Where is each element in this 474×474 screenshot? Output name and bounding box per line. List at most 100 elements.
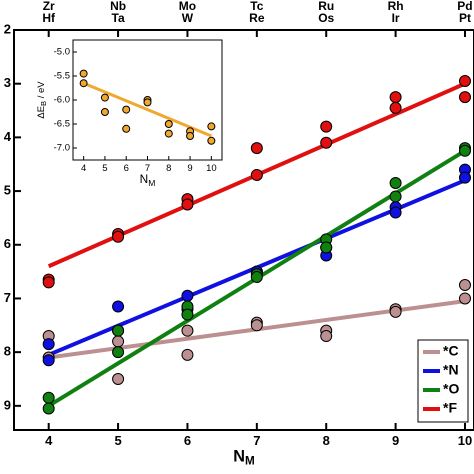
- x-axis-label-sub: M: [245, 454, 255, 467]
- x-tick-label: 5: [102, 163, 107, 174]
- x-tick-label: 6: [184, 433, 191, 448]
- data-point: [42, 391, 55, 404]
- data-point: [42, 354, 55, 367]
- legend-label: *C: [443, 343, 459, 359]
- legend-label: *F: [443, 400, 457, 416]
- top-element-label: Nb: [110, 0, 126, 13]
- x-tick-label: 4: [45, 433, 53, 448]
- data-point: [389, 305, 402, 318]
- data-point: [186, 132, 195, 140]
- data-point: [143, 98, 152, 107]
- data-point: [389, 190, 402, 203]
- x-tick-label: 5: [114, 433, 121, 448]
- data-point: [112, 372, 125, 385]
- data-point: [181, 324, 194, 337]
- data-point: [250, 142, 263, 155]
- data-point: [320, 136, 333, 149]
- data-point: [42, 276, 55, 289]
- data-point: [100, 108, 109, 116]
- y-axis-label-main: ΔE: [36, 106, 47, 119]
- y-tick-label: -6.5: [54, 119, 70, 130]
- data-point: [164, 129, 173, 138]
- y-tick-label: 7: [4, 290, 11, 305]
- data-point: [112, 335, 125, 348]
- data-point: [42, 338, 55, 351]
- x-tick-label: 10: [206, 163, 217, 174]
- data-point: [250, 319, 263, 332]
- data-point: [112, 230, 125, 243]
- y-tick-label: 5: [4, 183, 11, 198]
- top-element-label: Ta: [112, 11, 125, 25]
- x-tick-label: 8: [323, 433, 330, 448]
- data-point: [320, 330, 333, 343]
- data-point: [42, 402, 55, 415]
- x-tick-label: 6: [124, 163, 129, 174]
- data-point: [207, 122, 216, 131]
- y-tick-label: 4: [4, 129, 12, 144]
- data-point: [320, 120, 333, 133]
- x-tick-label: 9: [187, 163, 192, 174]
- top-element-label: Ir: [392, 11, 400, 25]
- data-point: [458, 171, 471, 184]
- data-point: [164, 120, 173, 128]
- top-element-label: Pd: [457, 0, 472, 13]
- data-point: [181, 198, 194, 211]
- x-axis-label: NM: [233, 448, 255, 468]
- x-tick-label: 9: [392, 433, 399, 448]
- data-point: [112, 346, 125, 359]
- data-point: [181, 289, 194, 302]
- top-element-label: Tc: [250, 0, 263, 13]
- data-point: [250, 168, 263, 181]
- legend-label: *O: [443, 381, 459, 397]
- y-tick-label: 8: [4, 344, 11, 359]
- y-axis-label: ΔEB / eV: [36, 81, 48, 119]
- data-point: [250, 270, 263, 283]
- y-axis-label-unit: / eV: [36, 81, 47, 101]
- y-axis-label-sub: B: [39, 101, 48, 106]
- y-tick-label: 6: [4, 236, 11, 251]
- x-axis-label-main: N: [140, 172, 149, 186]
- data-point: [112, 324, 125, 337]
- x-axis-label: NM: [140, 172, 156, 188]
- data-point: [122, 105, 131, 114]
- y-tick-label: -5.5: [54, 71, 70, 82]
- data-point: [181, 308, 194, 321]
- top-element-label: Os: [318, 11, 334, 25]
- top-element-label: Zr: [43, 0, 55, 13]
- top-element-label: Rh: [388, 0, 404, 13]
- data-point: [100, 93, 109, 102]
- data-point: [458, 144, 471, 157]
- data-point: [79, 69, 88, 78]
- top-element-label: Mo: [179, 0, 196, 13]
- data-point: [458, 279, 471, 292]
- top-element-label: Pt: [459, 11, 471, 25]
- data-point: [458, 292, 471, 305]
- data-point: [458, 91, 471, 104]
- y-tick-label: -6.0: [54, 95, 70, 106]
- y-tick-label: 2: [4, 21, 11, 36]
- data-point: [112, 300, 125, 313]
- data-point: [389, 177, 402, 190]
- x-tick-label: 4: [81, 163, 86, 174]
- data-point: [79, 79, 88, 88]
- x-axis-label-main: N: [233, 448, 245, 466]
- x-axis-label-sub: M: [148, 178, 155, 188]
- data-point: [389, 91, 402, 104]
- data-point: [320, 241, 333, 254]
- data-point: [458, 75, 471, 88]
- x-tick-label: 10: [458, 433, 472, 448]
- x-tick-label: 7: [253, 433, 260, 448]
- data-point: [207, 136, 216, 145]
- y-tick-label: 9: [4, 397, 11, 412]
- y-tick-label: -7.0: [54, 143, 70, 154]
- y-tick-label: 3: [4, 75, 11, 90]
- top-element-label: Re: [249, 11, 265, 25]
- top-element-label: W: [182, 11, 194, 25]
- y-tick-label: -5.0: [54, 47, 70, 58]
- data-point: [181, 348, 194, 361]
- data-point: [389, 206, 402, 219]
- x-tick-label: 8: [166, 163, 171, 174]
- top-element-label: Ru: [318, 0, 334, 13]
- x-tick-label: 7: [145, 163, 150, 174]
